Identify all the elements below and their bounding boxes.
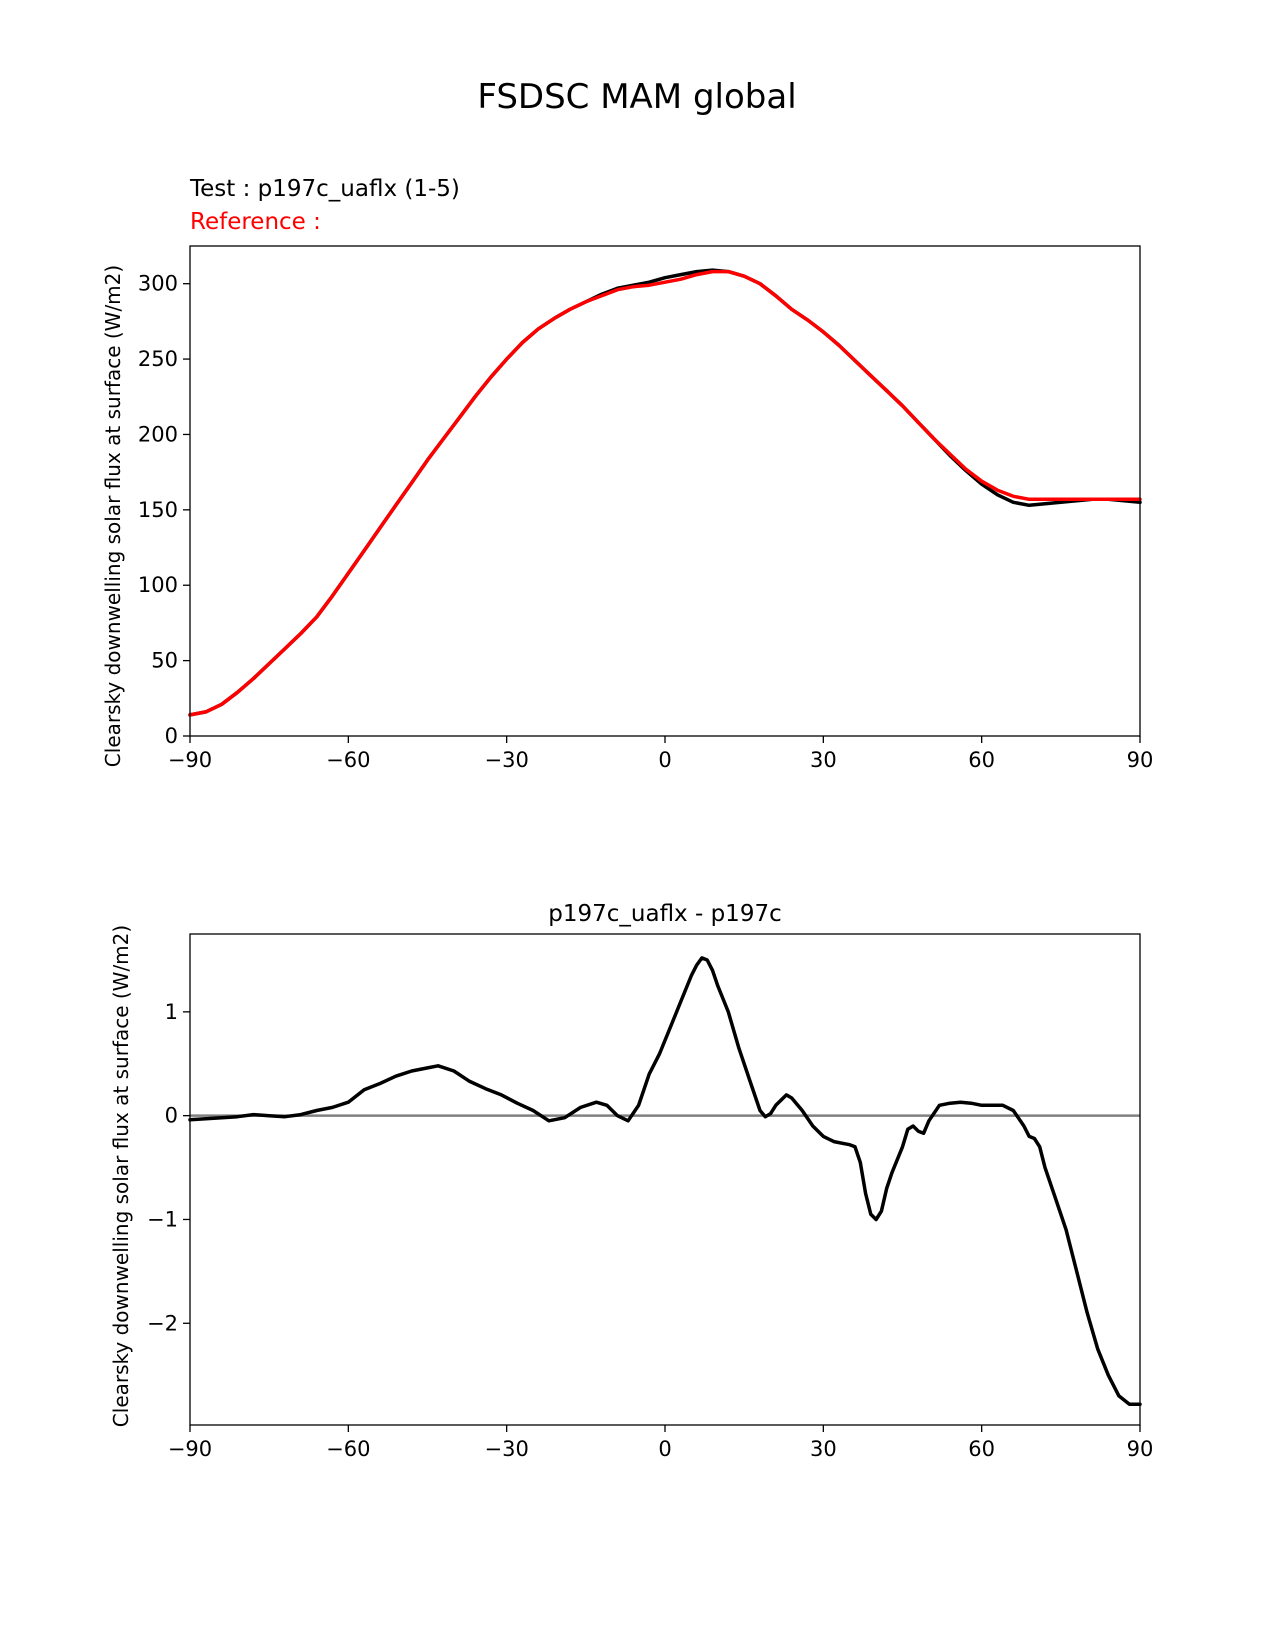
bottom-axes-frame <box>189 933 1141 1426</box>
x-tick-label: −90 <box>168 1437 212 1461</box>
test-series-line <box>188 268 1142 717</box>
x-tick-label: 30 <box>810 1437 837 1461</box>
x-tick-label: 0 <box>658 748 671 772</box>
bottom-x-ticks: −90 −60 −30 0 30 60 90 <box>168 1425 1154 1461</box>
y-tick-label: 0 <box>165 1104 178 1128</box>
x-tick-label: 60 <box>968 748 995 772</box>
bottom-ylabel: Clearsky downwelling solar flux at surfa… <box>109 925 133 1427</box>
difference-series-line <box>188 956 1142 1406</box>
top-axes-frame <box>189 245 1141 737</box>
figure-title: FSDSC MAM global <box>477 77 796 117</box>
y-tick-label: 150 <box>138 498 178 522</box>
reference-series-line <box>188 269 1142 717</box>
x-tick-label: 90 <box>1127 748 1154 772</box>
y-tick-label: 100 <box>138 573 178 597</box>
top-panel: Test : p197c_uaflx (1-5) Reference : Cle… <box>101 176 1153 772</box>
bottom-panel: p197c_uaflx - p197c Clearsky downwelling… <box>109 901 1153 1461</box>
test-label: Test : p197c_uaflx (1-5) <box>189 176 460 202</box>
bottom-title: p197c_uaflx - p197c <box>548 901 781 927</box>
y-tick-label: −2 <box>147 1311 178 1335</box>
y-tick-label: 0 <box>165 724 178 748</box>
top-series-group <box>188 268 1142 717</box>
reference-label: Reference : <box>190 209 321 235</box>
y-tick-label: −1 <box>147 1207 178 1231</box>
x-tick-label: −30 <box>485 748 529 772</box>
x-tick-label: 0 <box>658 1437 671 1461</box>
x-tick-label: 90 <box>1127 1437 1154 1461</box>
x-tick-label: −60 <box>326 1437 370 1461</box>
x-tick-label: 30 <box>810 748 837 772</box>
x-tick-label: −30 <box>485 1437 529 1461</box>
y-tick-label: 50 <box>151 649 178 673</box>
y-tick-label: 250 <box>138 347 178 371</box>
bottom-series-group <box>188 956 1142 1406</box>
y-tick-label: 200 <box>138 422 178 446</box>
y-tick-label: 1 <box>165 1000 178 1024</box>
top-x-ticks: −90 −60 −30 0 30 60 90 <box>168 736 1154 772</box>
x-tick-label: 60 <box>968 1437 995 1461</box>
x-tick-label: −90 <box>168 748 212 772</box>
x-tick-label: −60 <box>326 748 370 772</box>
bottom-y-ticks: −2 −1 0 1 <box>147 1000 190 1335</box>
top-ylabel: Clearsky downwelling solar flux at surfa… <box>101 265 125 767</box>
y-tick-label: 300 <box>138 272 178 296</box>
top-y-ticks: 0 50 100 150 200 250 300 <box>138 272 190 748</box>
